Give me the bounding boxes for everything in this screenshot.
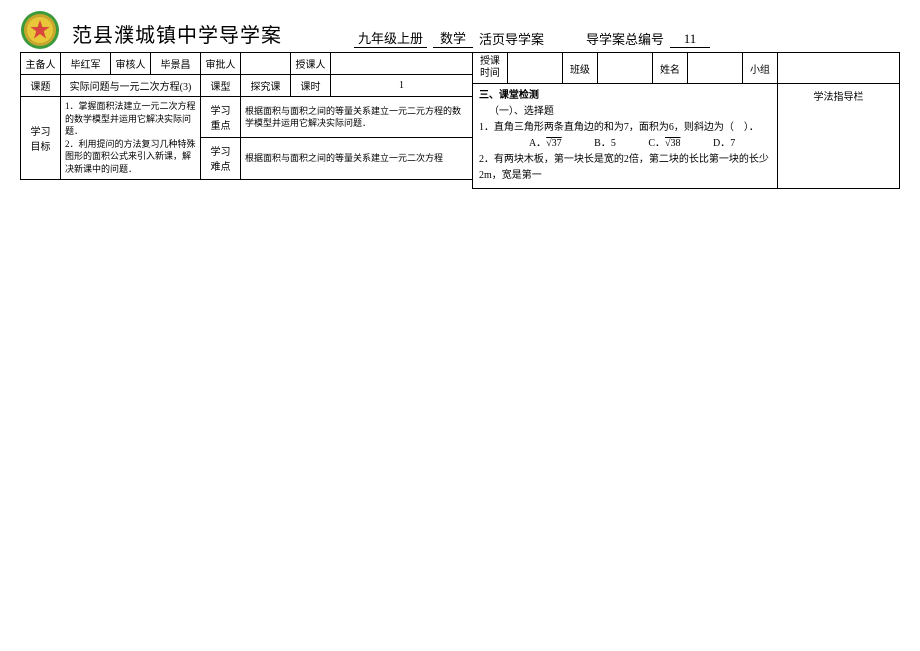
sub-title: （一）、选择题 — [479, 104, 771, 120]
cell-value: 毕景昌 — [151, 53, 201, 75]
cell-value: 探究课 — [241, 75, 291, 97]
cell-label: 学习 重点 — [201, 97, 241, 138]
header-meta: 九年级上册 数学 活页导学案 导学案总编号 11 — [354, 28, 710, 48]
cell-label: 课题 — [21, 75, 61, 97]
serial-value: 11 — [670, 31, 710, 48]
cell-value: 毕红军 — [61, 53, 111, 75]
cell-content: 根据面积与面积之间的等量关系建立一元二次方程 — [241, 138, 473, 179]
cell-label: 授课 时间 — [472, 53, 507, 84]
cell-value: 1 — [331, 75, 473, 97]
cell-label: 小组 — [742, 53, 777, 84]
cell-label: 学习 目标 — [21, 97, 61, 180]
cell-value — [507, 53, 562, 84]
cell-label: 班级 — [562, 53, 597, 84]
section-title: 三、课堂检测 — [479, 90, 539, 101]
opt-a-label: A． — [529, 138, 546, 149]
cell-label: 学习 难点 — [201, 138, 241, 179]
cell-value — [331, 53, 473, 75]
right-table: 授课 时间 班级 姓名 小组 三、课堂检测 （一）、选择题 1．直角三角形两条直… — [472, 52, 900, 189]
table-row: 学习 目标 1．掌握面积法建立一元二次方程的数学模型并运用它解决实际问题． 2．… — [21, 97, 473, 138]
cell-label: 课时 — [291, 75, 331, 97]
question-2: 2．有两块木板，第一块长是宽的2倍，第二块的长比第一块的长少2m，宽是第一 — [479, 152, 771, 184]
left-table: 主备人 毕红军 审核人 毕景昌 审批人 授课人 课题 实际问题与一元二次方程(3… — [20, 52, 473, 180]
table-row: 课题 实际问题与一元二次方程(3) 课型 探究课 课时 1 — [21, 75, 473, 97]
cell-content: 1．掌握面积法建立一元二次方程的数学模型并运用它解决实际问题． 2．利用提问的方… — [61, 97, 201, 180]
cell-content: 根据面积与面积之间的等量关系建立一元二元方程的数学模型并运用它解决实际问题． — [241, 97, 473, 138]
cell-label: 审核人 — [111, 53, 151, 75]
page-title: 范县濮城镇中学导学案 — [72, 19, 282, 48]
sheet-type: 活页导学案 — [479, 29, 544, 48]
content-cell: 三、课堂检测 （一）、选择题 1．直角三角形两条直角边的和为7，面积为6，则斜边… — [472, 84, 777, 189]
cell-value — [597, 53, 652, 84]
cell-label: 姓名 — [652, 53, 687, 84]
table-row: 主备人 毕红军 审核人 毕景昌 审批人 授课人 — [21, 53, 473, 75]
opt-d: D．7 — [713, 138, 735, 149]
sqrt-icon: √37 — [546, 138, 562, 149]
sqrt-icon: √38 — [665, 138, 681, 149]
cell-value: 实际问题与一元二次方程(3) — [61, 75, 201, 97]
cell-label: 课型 — [201, 75, 241, 97]
cell-value — [777, 53, 899, 84]
side-label: 学法指导栏 — [777, 84, 899, 189]
opt-c-label: C． — [648, 138, 665, 149]
cell-label: 主备人 — [21, 53, 61, 75]
opt-b: B．5 — [594, 138, 616, 149]
cell-value — [687, 53, 742, 84]
cell-label: 授课人 — [291, 53, 331, 75]
cell-label: 审批人 — [201, 53, 241, 75]
cell-value — [241, 53, 291, 75]
serial-label: 导学案总编号 — [586, 29, 664, 48]
grade-label: 九年级上册 — [354, 28, 427, 48]
question-1: 1．直角三角形两条直角边的和为7，面积为6，则斜边为（ ）． — [479, 120, 771, 136]
table-row: 授课 时间 班级 姓名 小组 — [472, 53, 899, 84]
subject-label: 数学 — [433, 28, 473, 48]
school-logo — [20, 10, 60, 50]
